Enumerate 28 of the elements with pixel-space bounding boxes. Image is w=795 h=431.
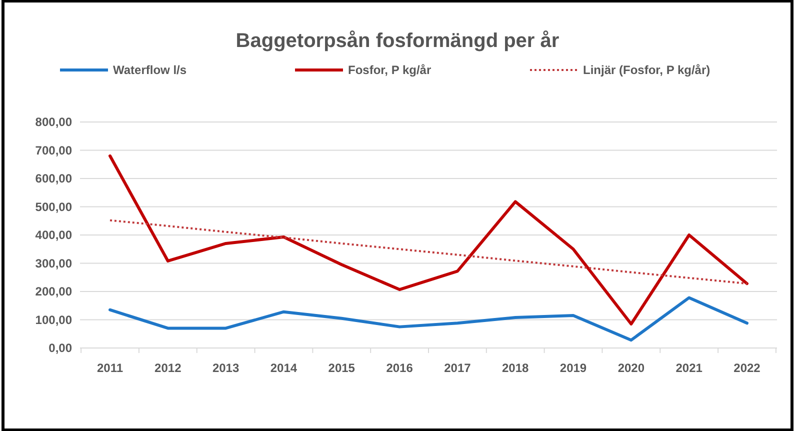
x-tick-label: 2017 (444, 361, 472, 375)
y-tick-label: 0,00 (48, 341, 72, 356)
y-tick-label: 600,00 (35, 172, 72, 186)
legend-label: Linjär (Fosfor, P kg/år) (583, 63, 710, 78)
legend-label: Fosfor, P kg/år (348, 63, 432, 78)
y-tick-label: 100,00 (35, 312, 72, 327)
y-tick-label: 500,00 (35, 200, 72, 214)
x-tick-label: 2013 (212, 361, 240, 375)
y-tick-label: 700,00 (35, 143, 72, 158)
legend-label: Waterflow l/s (113, 63, 187, 78)
x-tick-label: 2012 (154, 361, 182, 375)
x-tick-label: 2021 (676, 361, 703, 375)
x-tick-label: 2016 (386, 361, 414, 375)
y-tick-label: 400,00 (35, 228, 72, 242)
x-tick-label: 2019 (560, 361, 587, 375)
y-tick-label: 300,00 (35, 256, 72, 270)
x-tick-label: 2022 (734, 361, 761, 375)
x-tick-label: 2015 (328, 361, 356, 375)
line-series (108, 296, 748, 342)
x-tick-label: 2011 (96, 361, 124, 375)
chart-title: Baggetorpsån fosformängd per år (236, 30, 560, 52)
line-series (109, 219, 748, 285)
y-tick-label: 200,00 (35, 284, 72, 299)
line-series (108, 154, 748, 326)
x-tick-label: 2018 (502, 361, 530, 375)
x-tick-label: 2020 (618, 361, 645, 375)
x-tick-label: 2014 (270, 361, 298, 375)
y-tick-label: 800,00 (35, 115, 72, 130)
